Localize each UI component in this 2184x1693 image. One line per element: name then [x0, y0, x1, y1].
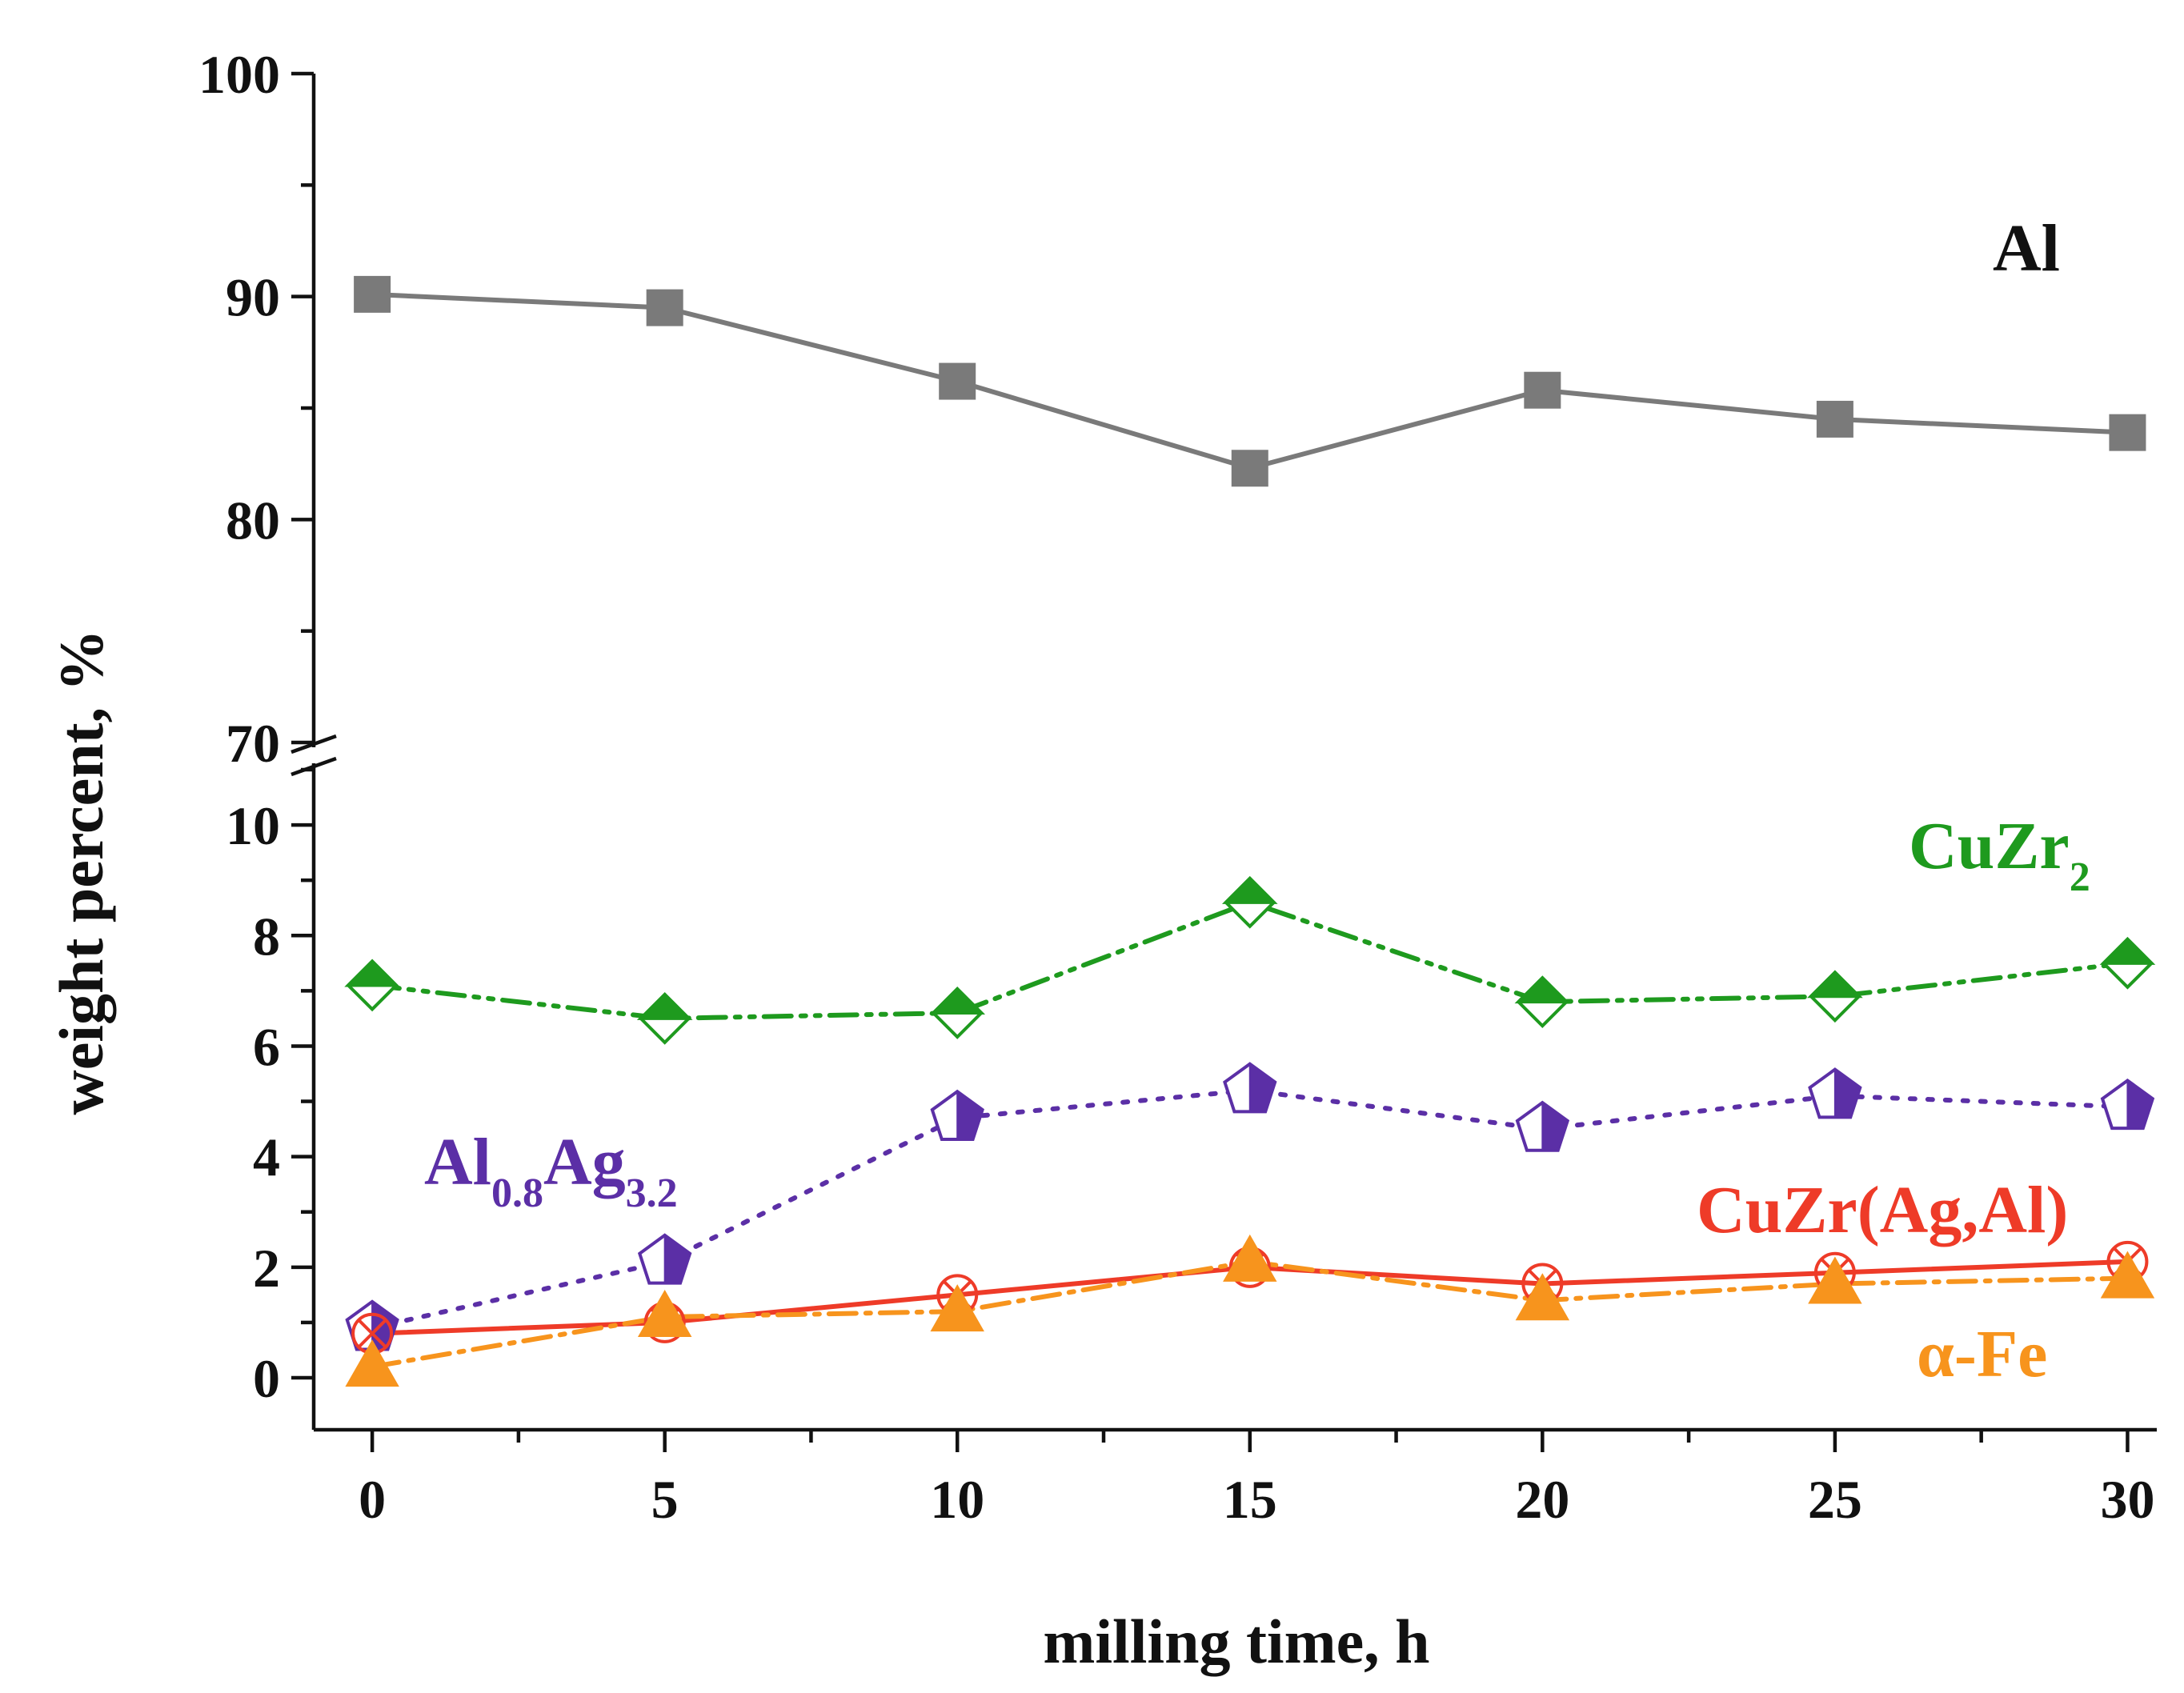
series-label-al-ag-text-2: Ag: [543, 1125, 626, 1199]
marker-fe-0: [345, 1339, 399, 1387]
x-tick-label-5: 5: [651, 1469, 679, 1530]
marker-al-3: [1231, 450, 1268, 487]
series-label-al-ag: Al0.8Ag3.2: [424, 1125, 678, 1216]
marker-cuzr2-6-fill: [2099, 936, 2156, 965]
marker-al0-8ag3-2-3-fill: [1248, 1062, 1276, 1113]
marker-cuzr2-5: [1807, 970, 1863, 1023]
marker-fe-5: [1808, 1256, 1862, 1304]
marker-al-1: [646, 289, 683, 326]
marker-al0-8ag3-2-5: [1808, 1067, 1862, 1119]
marker-al-6: [2109, 414, 2146, 451]
series-label-al-ag-subscript-2: 3.2: [626, 1171, 678, 1216]
y-tick-label-100: 100: [198, 44, 280, 105]
series-label-al-text: Al: [1993, 211, 2060, 286]
x-tick-label-25: 25: [1808, 1469, 1862, 1530]
marker-al0-8ag3-2-6: [2100, 1078, 2155, 1131]
y-tick-label-80: 80: [226, 490, 280, 550]
marker-cuzr2-3-fill: [1221, 875, 1278, 904]
marker-al-2: [939, 362, 976, 400]
y-tick-label-4: 4: [253, 1127, 280, 1188]
y-tick-label-6: 6: [253, 1016, 280, 1077]
marker-fe-2: [930, 1284, 984, 1332]
marker-cuzr2-0-fill: [344, 959, 400, 987]
marker-fe-1: [637, 1289, 692, 1337]
marker-al0-8ag3-2-1: [637, 1233, 692, 1285]
marker-cuzr2-4: [1514, 975, 1571, 1029]
marker-al0-8ag3-2-2: [930, 1089, 984, 1141]
y-tick-label-70: 70: [226, 713, 280, 774]
x-tick-label-0: 0: [359, 1469, 386, 1530]
series-label-alpha-fe: α-Fe: [1917, 1317, 2047, 1391]
series-label-cuzr2-subscript: 2: [2070, 855, 2090, 900]
series-label-al-ag-text-1: Al: [424, 1125, 491, 1199]
series-label-cuzr-ag-al-text: CuZr(Ag,Al): [1697, 1173, 2068, 1247]
y-axis-title: weight percent, %: [46, 629, 116, 1115]
y-tick-label-2: 2: [253, 1238, 280, 1299]
marker-al-4: [1524, 371, 1561, 409]
marker-cuzr-ag-al-0-cross-2: [357, 1319, 387, 1349]
marker-cuzr2-6: [2099, 936, 2156, 990]
marker-al0-8ag3-2-4: [1515, 1100, 1570, 1152]
marker-fe-4: [1515, 1273, 1570, 1321]
marker-cuzr2-1: [636, 992, 693, 1045]
marker-fe-6: [2100, 1251, 2155, 1299]
marker-cuzr2-0: [344, 959, 400, 1012]
y-tick-label-0: 0: [253, 1348, 280, 1409]
marker-cuzr2-2-fill: [929, 987, 986, 1015]
y-tick-label-90: 90: [226, 267, 280, 328]
x-tick-label-20: 20: [1515, 1469, 1569, 1530]
x-tick-label-15: 15: [1223, 1469, 1277, 1530]
marker-cuzr2-2: [929, 987, 986, 1039]
series-label-cuzr-ag-al: CuZr(Ag,Al): [1697, 1173, 2068, 1247]
marker-al0-8ag3-2-2-fill: [956, 1090, 984, 1140]
x-tick-label-10: 10: [930, 1469, 984, 1530]
series-label-cuzr2-text: CuZr: [1909, 809, 2070, 883]
marker-cuzr2-1-fill: [636, 992, 693, 1020]
marker-al0-8ag3-2-5-fill: [1833, 1067, 1861, 1119]
marker-fe-3: [1223, 1234, 1277, 1282]
marker-al0-8ag3-2-4-fill: [1541, 1101, 1569, 1151]
marker-cuzr2-3: [1221, 875, 1278, 929]
marker-cuzr2-5-fill: [1807, 970, 1863, 999]
marker-al-0: [354, 275, 391, 313]
marker-cuzr2-4-fill: [1514, 975, 1571, 1004]
marker-al0-8ag3-2-3: [1223, 1062, 1277, 1114]
marker-al0-8ag3-2-6-fill: [2126, 1079, 2154, 1130]
series-label-al-ag-subscript-1: 0.8: [491, 1171, 543, 1216]
y-axis-break-mark-2: [291, 756, 337, 777]
x-tick-label-30: 30: [2100, 1469, 2154, 1530]
series-label-al: Al: [1993, 211, 2060, 286]
y-tick-label-10: 10: [226, 795, 280, 856]
marker-al0-8ag3-2-1-fill: [663, 1233, 691, 1284]
y-tick-label-8: 8: [253, 906, 280, 967]
marker-al-5: [1816, 400, 1853, 438]
x-axis-title: milling time, h: [1043, 1607, 1429, 1676]
series-label-alpha-fe-text: α-Fe: [1917, 1317, 2047, 1391]
series-label-cuzr2: CuZr2: [1909, 809, 2090, 900]
series-markers-layer: [344, 275, 2156, 1387]
